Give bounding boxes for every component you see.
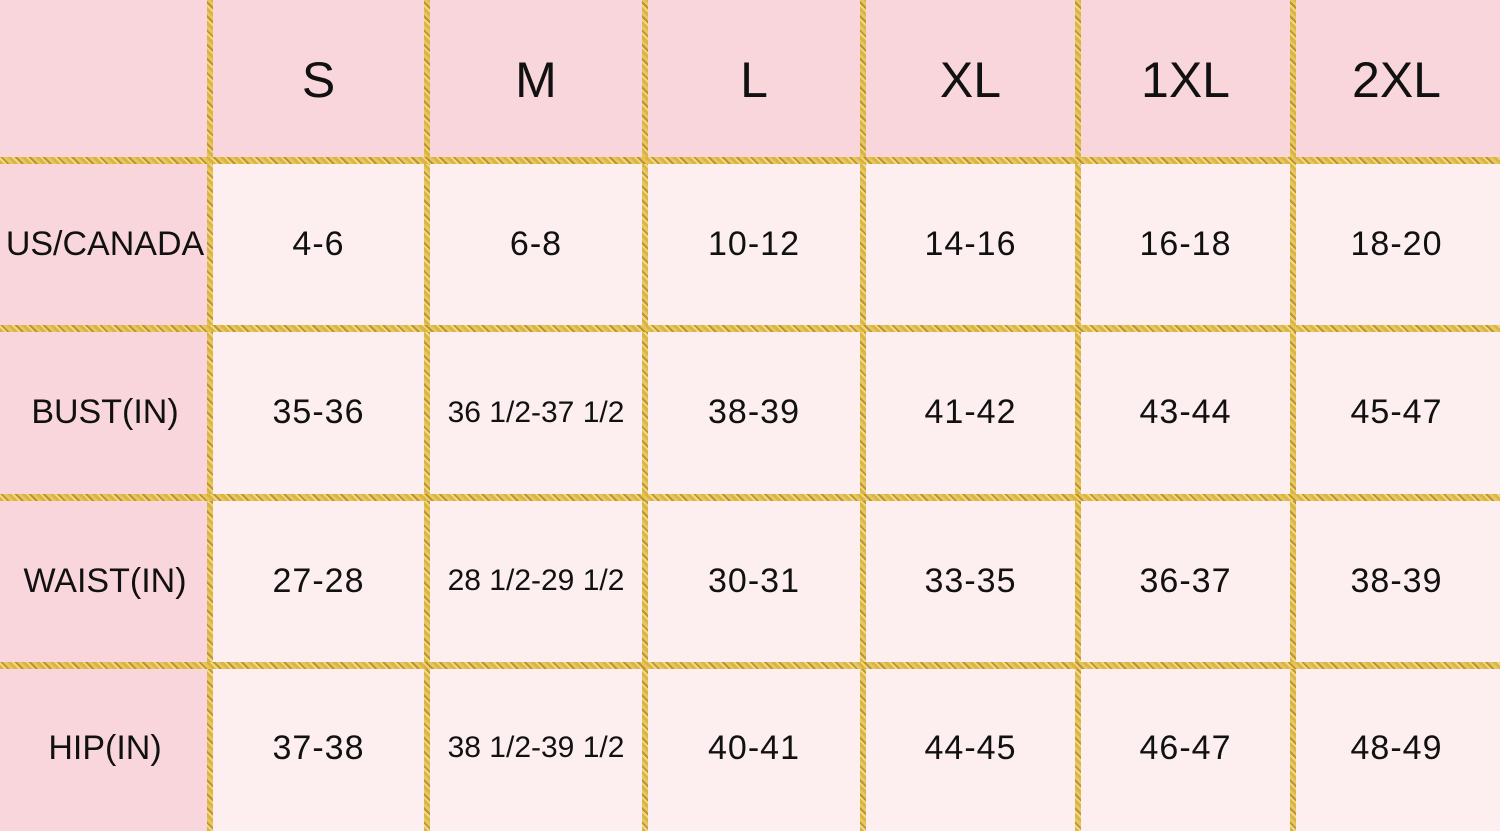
size-cell: 37-38 (210, 665, 427, 831)
size-cell: 36 1/2-37 1/2 (427, 328, 645, 497)
column-header: XL (863, 0, 1078, 160)
size-cell: 40-41 (645, 665, 863, 831)
size-cell: 43-44 (1078, 328, 1293, 497)
size-cell: 36-37 (1078, 497, 1293, 665)
size-cell: 28 1/2-29 1/2 (427, 497, 645, 665)
size-cell: 30-31 (645, 497, 863, 665)
size-cell: 27-28 (210, 497, 427, 665)
size-cell: 41-42 (863, 328, 1078, 497)
size-cell: 38-39 (1293, 497, 1500, 665)
gold-divider (0, 157, 1500, 164)
size-cell: 14-16 (863, 160, 1078, 328)
size-cell: 4-6 (210, 160, 427, 328)
size-cell: 46-47 (1078, 665, 1293, 831)
gold-divider (1075, 0, 1081, 831)
gold-divider (207, 0, 213, 831)
corner-cell (0, 0, 210, 160)
row-label: WAIST(IN) (0, 497, 210, 665)
gold-divider (424, 0, 430, 831)
column-header: L (645, 0, 863, 160)
size-cell: 45-47 (1293, 328, 1500, 497)
column-header: 2XL (1293, 0, 1500, 160)
gold-divider (0, 662, 1500, 669)
gold-divider (1290, 0, 1296, 831)
size-cell: 44-45 (863, 665, 1078, 831)
gold-divider (642, 0, 648, 831)
size-cell: 38-39 (645, 328, 863, 497)
column-header: 1XL (1078, 0, 1293, 160)
gold-divider (0, 494, 1500, 501)
row-label: HIP(IN) (0, 665, 210, 831)
column-header: M (427, 0, 645, 160)
row-label: US/CANADA (0, 160, 210, 328)
size-cell: 18-20 (1293, 160, 1500, 328)
size-cell: 48-49 (1293, 665, 1500, 831)
gold-divider (0, 325, 1500, 332)
row-label: BUST(IN) (0, 328, 210, 497)
size-cell: 38 1/2-39 1/2 (427, 665, 645, 831)
size-cell: 16-18 (1078, 160, 1293, 328)
size-cell: 6-8 (427, 160, 645, 328)
size-cell: 33-35 (863, 497, 1078, 665)
column-header: S (210, 0, 427, 160)
size-cell: 35-36 (210, 328, 427, 497)
gold-divider (860, 0, 866, 831)
size-cell: 10-12 (645, 160, 863, 328)
